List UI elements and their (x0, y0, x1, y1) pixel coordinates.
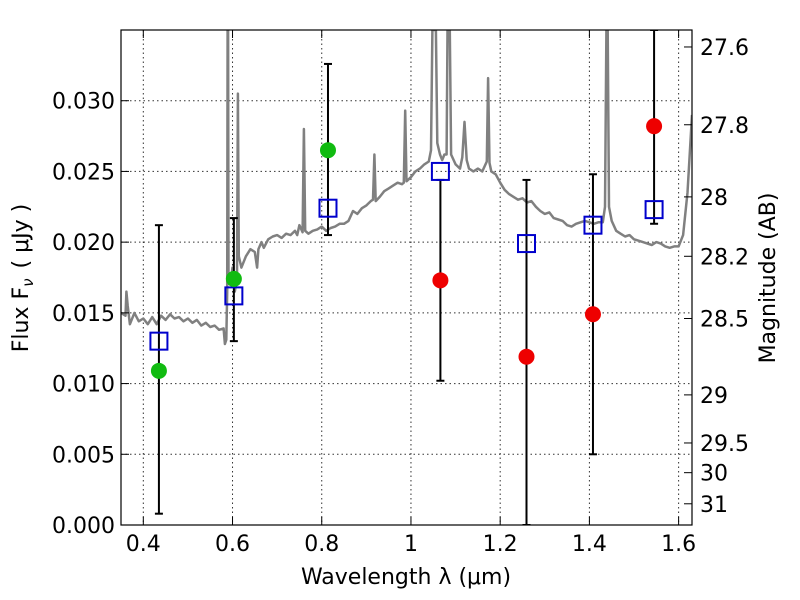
y-tick-label: 0.025 (52, 160, 115, 185)
y-axis-label: Flux Fν ( μJy ) (9, 204, 37, 352)
plot-frame (120, 29, 693, 526)
right-tick-label: 29.5 (700, 432, 749, 457)
right-tick-label: 28.5 (700, 308, 749, 333)
model-square-marker (149, 331, 169, 351)
model-square-marker (516, 234, 536, 254)
x-tick-label: 1.2 (483, 532, 518, 557)
data-point-marker (225, 270, 242, 287)
right-axis-label: Magnitude (AB) (756, 193, 781, 364)
x-tick-label: 0.8 (304, 532, 339, 557)
right-tick-label: 28.2 (700, 245, 749, 270)
right-tick-label: 31 (700, 493, 728, 518)
x-axis-label: Wavelength λ (μm) (301, 565, 511, 590)
y-tick-label: 0.030 (52, 90, 115, 115)
y-tick-label: 0.005 (52, 443, 115, 468)
data-point-marker (150, 362, 167, 379)
y-axis-label-main: Flux F (9, 287, 34, 352)
data-point-marker (646, 118, 663, 135)
x-tick-label: 1.6 (661, 532, 696, 557)
y-tick-label: 0.010 (52, 373, 115, 398)
model-square-marker (583, 215, 603, 235)
right-tick-label: 29 (700, 384, 728, 409)
right-tick-label: 28 (700, 186, 728, 211)
data-point-marker (518, 348, 535, 365)
x-tick-label: 1 (404, 532, 418, 557)
data-point-marker (432, 272, 449, 289)
spectrum-line (121, 30, 692, 346)
model-square-marker (318, 198, 338, 218)
y-tick-label: 0.000 (52, 514, 115, 539)
right-tick-label: 27.8 (700, 114, 749, 139)
model-square-marker (644, 200, 664, 220)
x-tick-label: 1.4 (572, 532, 607, 557)
data-point-marker (584, 306, 601, 323)
model-square-marker (224, 286, 244, 306)
model-square-marker (430, 161, 450, 181)
y-tick-label: 0.020 (52, 231, 115, 256)
y-axis-label-unit: ( μJy ) (9, 204, 34, 269)
data-point-marker (319, 142, 336, 159)
x-tick-label: 0.4 (126, 532, 161, 557)
y-tick-label: 0.015 (52, 302, 115, 327)
x-tick-label: 0.6 (215, 532, 250, 557)
axis-ticks: 0.4 0.6 0.8 1 1.2 1.4 1.6 0.000 0.005 0.010 0.015 0… (52, 30, 749, 557)
y-axis-label-subscript: ν (19, 278, 37, 286)
right-tick-label: 27.6 (700, 36, 749, 61)
right-tick-label: 30 (700, 462, 728, 487)
data-points (149, 118, 664, 379)
spectrum (121, 30, 692, 346)
